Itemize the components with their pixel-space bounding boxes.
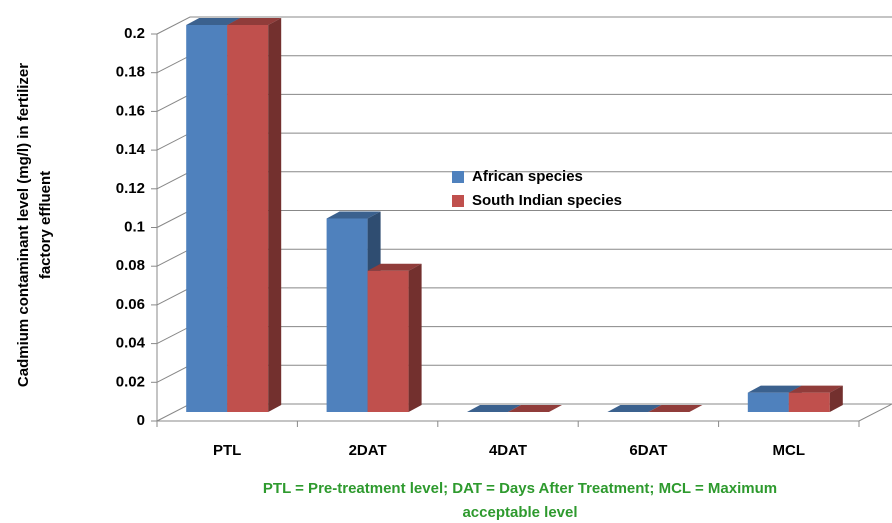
bar-top (648, 405, 703, 412)
bar-side (408, 263, 422, 412)
bar-top (186, 18, 241, 25)
bar-top (227, 18, 282, 25)
y-axis-title: Cadmium contaminant level (mg/l) in fert… (15, 63, 54, 387)
footnote: PTL = Pre-treatment level; DAT = Days Af… (263, 480, 777, 497)
x-tick-label: 4DAT (489, 442, 527, 459)
legend-label: South Indian species (472, 192, 622, 209)
y-tick-label: 0 (137, 412, 145, 429)
x-tick-label: 2DAT (349, 442, 387, 459)
bar-top (747, 385, 802, 393)
bar-top (788, 385, 843, 393)
y-tick-label: 0.18 (116, 64, 145, 81)
bar-side (829, 385, 843, 412)
y-tick-label: 0.16 (116, 102, 145, 119)
y-axis-title-line: factory effluent (37, 171, 54, 279)
y-tick-label: 0.12 (116, 180, 145, 197)
y-tick-label: 0.02 (116, 373, 145, 390)
bar-top (326, 211, 381, 219)
y-tick-label: 0.06 (116, 296, 145, 313)
grid-line (156, 16, 892, 35)
legend-label: African species (472, 168, 583, 185)
bar-top (467, 405, 521, 412)
bar-front (186, 25, 228, 412)
footnote: acceptable level (462, 504, 577, 521)
bar (788, 385, 843, 412)
bar (607, 405, 662, 412)
bar-front (367, 270, 409, 412)
bar-front (326, 218, 368, 412)
bar-top (508, 405, 562, 412)
x-tick-label: PTL (213, 442, 241, 459)
bar (367, 263, 422, 412)
bar (227, 18, 282, 412)
legend-swatch (452, 171, 464, 183)
y-tick-label: 0.08 (116, 257, 145, 274)
bar-front (227, 25, 269, 412)
bar-front (788, 392, 830, 412)
y-axis-title-line: Cadmium contaminant level (mg/l) in fert… (15, 63, 32, 387)
bar (508, 405, 562, 412)
y-tick-label: 0.1 (124, 218, 145, 235)
bar-front (747, 392, 789, 412)
bar-top (367, 263, 422, 271)
bar (648, 405, 703, 412)
x-tick-label: 6DAT (629, 442, 667, 459)
bar-side (268, 18, 282, 412)
x-tick-label: MCL (773, 442, 806, 459)
y-tick-label: 0.04 (116, 335, 146, 352)
y-tick-label: 0.14 (116, 141, 146, 158)
legend-swatch (452, 195, 464, 207)
y-tick-label: 0.2 (124, 25, 145, 42)
bar (467, 405, 521, 412)
bar-top (607, 405, 662, 412)
